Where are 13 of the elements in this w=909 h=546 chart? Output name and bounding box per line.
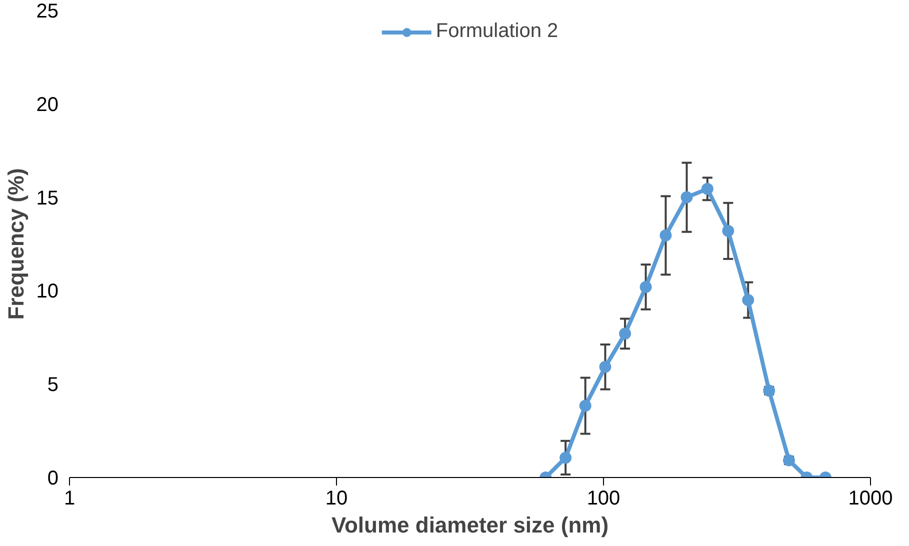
x-tick-label: 10 [325, 488, 348, 510]
y-axis-title: Frequency (%) [3, 168, 28, 320]
y-tick-label: 15 [36, 187, 59, 210]
y-tick-label: 5 [47, 374, 58, 396]
x-tick-label: 100 [586, 488, 620, 510]
y-tick-label: 0 [47, 468, 58, 490]
x-tick-label: 1 [64, 488, 76, 510]
x-axis-title: Volume diameter size (nm) [331, 512, 609, 538]
legend-label: Formulation 2 [436, 20, 558, 43]
y-tick-label: 10 [36, 280, 59, 303]
y-tick-label: 20 [36, 94, 59, 116]
x-tick-label: 1000 [848, 488, 893, 510]
y-tick-label: 25 [36, 0, 59, 22]
